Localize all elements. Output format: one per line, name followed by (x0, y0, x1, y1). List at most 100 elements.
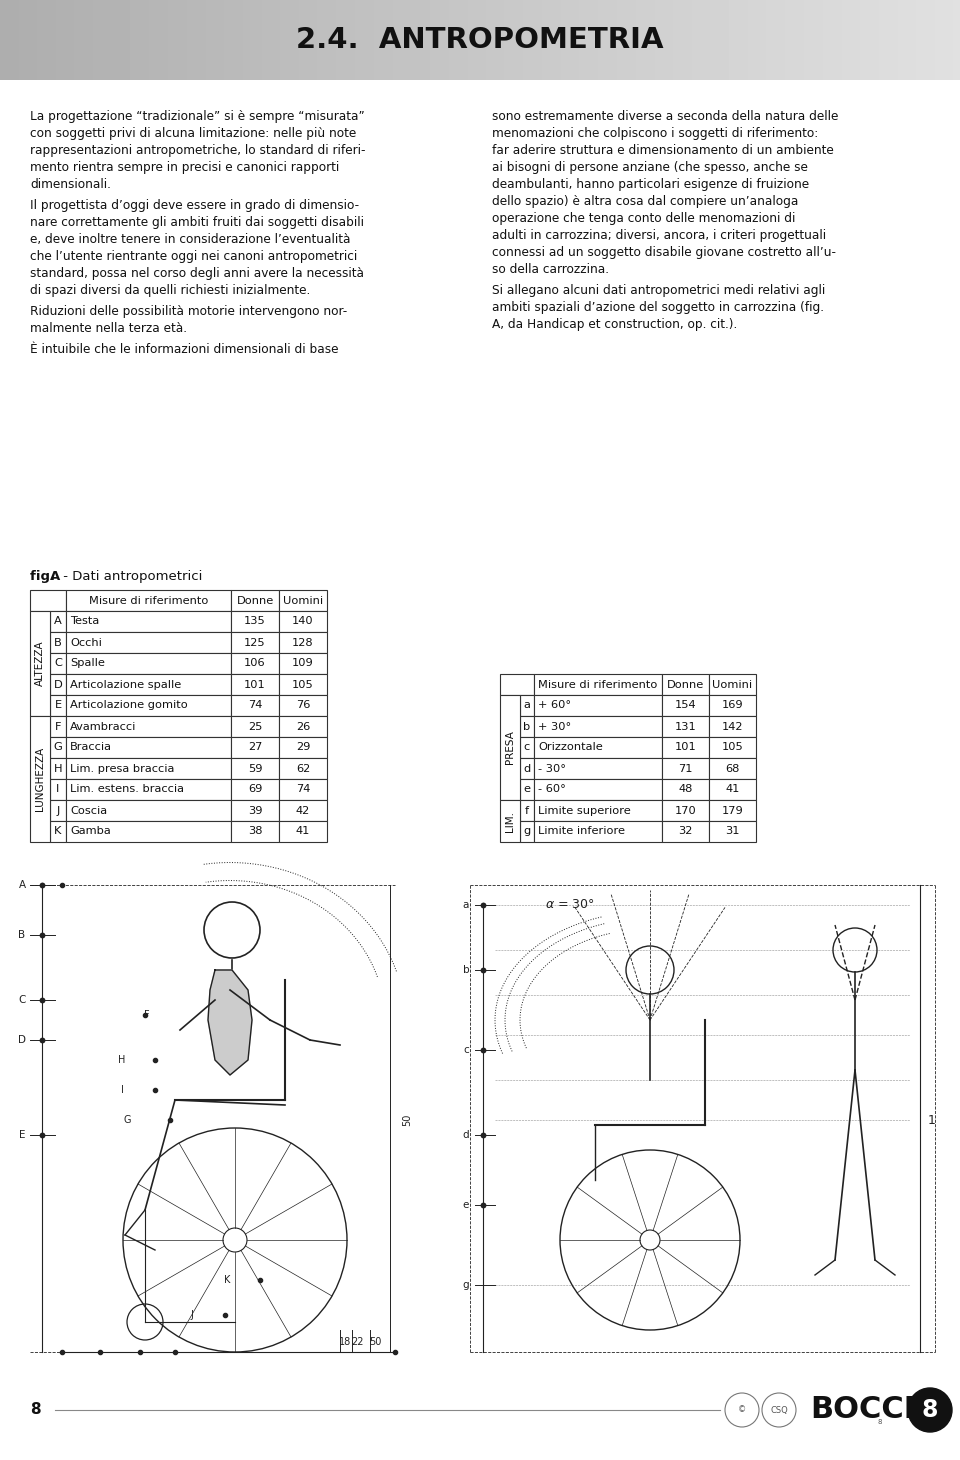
Text: Misure di riferimento: Misure di riferimento (89, 596, 208, 606)
Text: operazione che tenga conto delle menomazioni di: operazione che tenga conto delle menomaz… (492, 212, 796, 225)
Bar (279, 800, 327, 821)
Text: 106: 106 (244, 658, 266, 669)
Bar (534, 695, 662, 715)
Text: connessi ad un soggetto disabile giovane costretto all’u-: connessi ad un soggetto disabile giovane… (492, 245, 836, 258)
Text: A, da Handicap et construction, op. cit.).: A, da Handicap et construction, op. cit.… (492, 318, 737, 331)
Text: nare correttamente gli ambiti fruiti dai soggetti disabili: nare correttamente gli ambiti fruiti dai… (30, 216, 364, 229)
Circle shape (725, 1393, 759, 1426)
Bar (50, 632, 66, 653)
Bar (709, 821, 756, 842)
Text: F: F (144, 1010, 150, 1021)
Text: g: g (523, 826, 531, 837)
Text: G: G (54, 743, 62, 752)
Text: B: B (18, 930, 26, 940)
Text: D: D (54, 679, 62, 689)
Bar (279, 780, 327, 800)
Text: a: a (463, 899, 469, 910)
Text: d: d (523, 764, 531, 774)
Text: 169: 169 (722, 701, 743, 711)
Text: menomazioni che colpiscono i soggetti di riferimento:: menomazioni che colpiscono i soggetti di… (492, 127, 818, 140)
Bar (66, 821, 231, 842)
Text: BOCCHI: BOCCHI (810, 1396, 941, 1425)
Bar (534, 758, 662, 780)
Text: LIM.: LIM. (505, 810, 515, 832)
Text: Coscia: Coscia (70, 806, 108, 816)
Text: 31: 31 (725, 826, 740, 837)
Bar (30, 715, 50, 842)
Text: con soggetti privi di alcuna limitazione: nelle più note: con soggetti privi di alcuna limitazione… (30, 127, 356, 140)
Bar (30, 590, 66, 610)
Text: ALTEZZA: ALTEZZA (35, 641, 45, 686)
Text: Braccia: Braccia (70, 743, 112, 752)
Text: Avambracci: Avambracci (70, 721, 136, 731)
Text: 109: 109 (292, 658, 314, 669)
Text: sono estremamente diverse a seconda della natura delle: sono estremamente diverse a seconda dell… (492, 110, 838, 123)
Bar (231, 653, 279, 675)
Bar (709, 737, 756, 758)
Text: 131: 131 (675, 721, 696, 731)
Text: Donne: Donne (236, 596, 274, 606)
Text: - 30°: - 30° (538, 764, 566, 774)
Text: 50: 50 (369, 1337, 381, 1348)
Bar (231, 610, 279, 632)
Circle shape (762, 1393, 796, 1426)
Bar (231, 715, 279, 737)
Text: LUNGHEZZA: LUNGHEZZA (35, 748, 45, 812)
Bar (50, 653, 66, 675)
Text: 27: 27 (248, 743, 262, 752)
Text: 8: 8 (922, 1399, 938, 1422)
Text: 25: 25 (248, 721, 262, 731)
Text: 41: 41 (296, 826, 310, 837)
Bar (66, 737, 231, 758)
Text: 48: 48 (679, 784, 693, 794)
Bar (50, 800, 66, 821)
Text: A: A (18, 880, 26, 891)
Text: I: I (121, 1085, 124, 1095)
Text: far aderire struttura e dimensionamento di un ambiente: far aderire struttura e dimensionamento … (492, 145, 833, 158)
Text: adulti in carrozzina; diversi, ancora, i criteri progettuali: adulti in carrozzina; diversi, ancora, i… (492, 229, 827, 242)
Text: 105: 105 (722, 743, 743, 752)
Text: c: c (463, 1045, 468, 1056)
Bar (66, 610, 231, 632)
Bar (231, 737, 279, 758)
Text: B: B (54, 638, 61, 647)
Bar (662, 800, 709, 821)
Bar (279, 653, 327, 675)
Bar (66, 800, 231, 821)
Text: C: C (18, 996, 26, 1004)
Text: 101: 101 (675, 743, 696, 752)
Text: 50: 50 (402, 1114, 412, 1126)
Text: - Dati antropometrici: - Dati antropometrici (59, 569, 203, 583)
Text: ambiti spaziali d’azione del soggetto in carrozzina (fig.: ambiti spaziali d’azione del soggetto in… (492, 301, 824, 314)
Bar (662, 821, 709, 842)
Text: 26: 26 (296, 721, 310, 731)
Text: J: J (191, 1310, 193, 1320)
Text: Spalle: Spalle (70, 658, 105, 669)
Text: 1: 1 (928, 1114, 936, 1127)
Text: 135: 135 (244, 616, 266, 626)
Text: Occhi: Occhi (70, 638, 102, 647)
Bar (66, 653, 231, 675)
Text: rappresentazioni antropometriche, lo standard di riferi-: rappresentazioni antropometriche, lo sta… (30, 145, 366, 158)
Bar (709, 800, 756, 821)
Text: 68: 68 (726, 764, 740, 774)
Bar (279, 758, 327, 780)
Text: H: H (118, 1056, 126, 1064)
Bar (534, 800, 662, 821)
Text: e: e (523, 784, 531, 794)
Text: K: K (224, 1275, 230, 1285)
Circle shape (908, 1388, 952, 1432)
Bar (279, 821, 327, 842)
Text: Limite superiore: Limite superiore (538, 806, 631, 816)
Text: 8: 8 (30, 1403, 40, 1418)
Bar (66, 758, 231, 780)
Text: K: K (55, 826, 61, 837)
Bar (279, 695, 327, 715)
Text: A: A (54, 616, 61, 626)
Bar (66, 590, 231, 610)
Text: g: g (463, 1280, 469, 1291)
Bar (534, 675, 662, 695)
Bar (66, 715, 231, 737)
Text: deambulanti, hanno particolari esigenze di fruizione: deambulanti, hanno particolari esigenze … (492, 178, 809, 191)
Bar (231, 675, 279, 695)
